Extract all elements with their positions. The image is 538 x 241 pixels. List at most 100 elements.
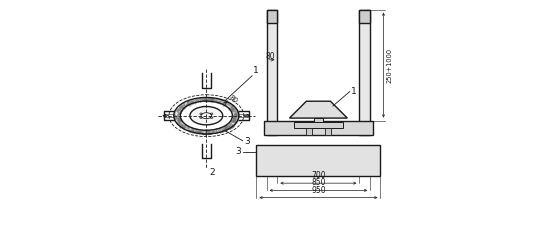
Point — [294, 154, 302, 158]
Point — [266, 127, 275, 131]
Point — [266, 67, 275, 71]
Point — [349, 172, 358, 176]
Point — [343, 133, 352, 137]
Point — [337, 172, 345, 176]
Point — [306, 148, 314, 152]
Point — [270, 143, 279, 147]
Point — [291, 126, 300, 129]
Point — [287, 131, 295, 135]
Point — [300, 132, 309, 136]
Point — [287, 149, 295, 153]
Point — [272, 82, 280, 86]
Point — [361, 157, 370, 161]
Point — [357, 23, 366, 27]
Point — [359, 147, 367, 151]
Point — [356, 44, 365, 48]
Point — [291, 155, 299, 159]
Point — [266, 154, 275, 157]
Point — [265, 127, 273, 131]
Point — [256, 157, 265, 161]
Point — [266, 17, 275, 21]
Point — [322, 143, 331, 147]
Point — [339, 152, 348, 155]
Point — [292, 164, 301, 167]
Point — [357, 75, 366, 79]
Point — [261, 162, 270, 166]
Point — [267, 11, 275, 15]
Point — [257, 172, 266, 176]
Point — [257, 161, 266, 165]
Point — [311, 147, 320, 151]
Point — [267, 167, 275, 171]
Point — [265, 13, 274, 16]
Point — [374, 146, 383, 150]
Point — [264, 8, 272, 12]
Point — [362, 33, 370, 37]
Point — [329, 152, 337, 155]
Point — [281, 160, 289, 164]
Point — [361, 60, 370, 64]
Point — [270, 121, 278, 125]
Point — [301, 166, 310, 170]
Point — [351, 160, 359, 164]
Point — [368, 149, 377, 153]
Point — [268, 83, 277, 87]
Point — [265, 127, 274, 131]
Point — [356, 33, 364, 37]
Point — [365, 14, 374, 18]
Point — [293, 155, 302, 159]
Point — [299, 171, 308, 174]
Point — [334, 143, 342, 147]
Point — [367, 147, 376, 151]
Point — [328, 143, 337, 147]
Point — [267, 70, 275, 74]
Point — [295, 172, 303, 175]
Point — [315, 120, 323, 124]
Point — [360, 92, 369, 96]
Point — [280, 164, 289, 168]
Point — [265, 89, 274, 93]
Point — [343, 154, 352, 158]
Point — [270, 163, 279, 167]
Point — [358, 80, 367, 84]
Point — [373, 154, 381, 158]
Point — [301, 123, 310, 127]
Point — [306, 166, 314, 169]
Point — [307, 130, 315, 134]
Point — [332, 119, 341, 123]
Point — [269, 145, 278, 148]
Point — [271, 56, 279, 60]
Point — [260, 168, 269, 172]
Point — [295, 160, 304, 164]
Point — [343, 143, 351, 147]
Point — [336, 173, 345, 176]
Point — [305, 165, 314, 168]
Point — [267, 154, 276, 158]
Point — [364, 125, 373, 129]
Bar — [359, 10, 370, 23]
Point — [344, 148, 352, 152]
Point — [272, 147, 280, 151]
Point — [331, 144, 340, 148]
Point — [365, 61, 373, 65]
Point — [314, 145, 322, 149]
Point — [316, 168, 324, 172]
Point — [356, 21, 365, 25]
Point — [331, 171, 340, 174]
Point — [363, 41, 371, 45]
Point — [291, 149, 300, 153]
Point — [359, 61, 368, 65]
Point — [338, 152, 346, 156]
Point — [336, 148, 344, 152]
Point — [273, 53, 281, 57]
Point — [292, 124, 300, 128]
Point — [280, 162, 288, 166]
Point — [295, 172, 303, 176]
Point — [306, 126, 315, 130]
Point — [318, 156, 327, 160]
Point — [366, 130, 375, 134]
Point — [283, 128, 292, 132]
Point — [348, 159, 356, 163]
Point — [364, 54, 372, 58]
Point — [312, 133, 320, 137]
